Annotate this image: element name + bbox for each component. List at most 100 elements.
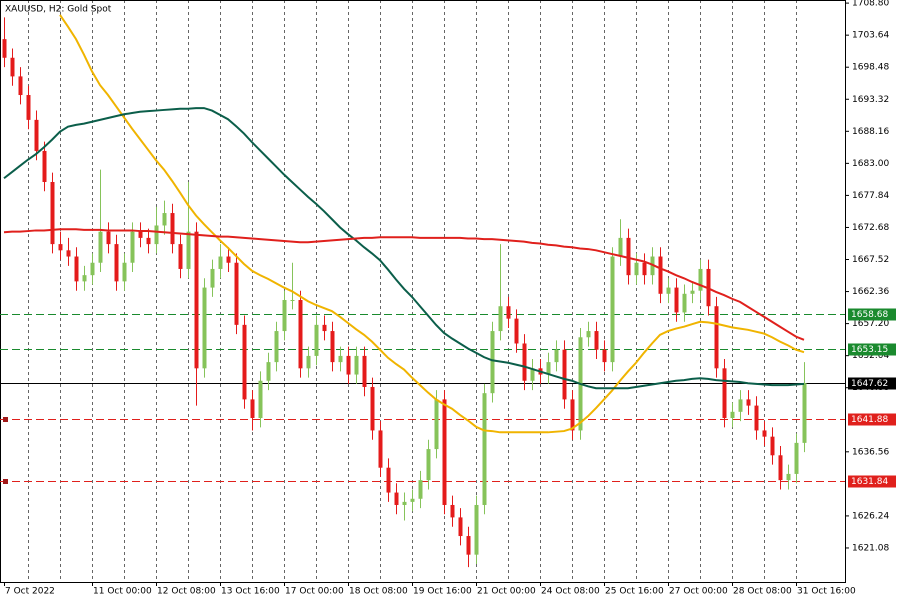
- candle-body: [66, 250, 71, 257]
- candle-body: [362, 355, 367, 387]
- ma-line: [3, 107, 805, 390]
- candle-body: [442, 399, 447, 505]
- candle-body: [226, 256, 231, 263]
- candle-body: [714, 306, 719, 369]
- x-tick-label: 27 Oct 00:00: [669, 587, 728, 597]
- candle-body: [274, 331, 279, 363]
- level-label-box: [848, 377, 896, 390]
- level-label-box: [848, 343, 896, 356]
- y-tick-label: 1703.64: [852, 31, 889, 41]
- candle-body: [794, 442, 799, 474]
- candle-body: [314, 324, 319, 356]
- candle-body: [506, 306, 511, 319]
- x-tick-label: 21 Oct 00:00: [477, 587, 536, 597]
- candle-body: [730, 411, 735, 419]
- candle-body: [522, 343, 527, 381]
- candle-body: [186, 231, 191, 269]
- candle-body: [386, 467, 391, 493]
- candle-body: [658, 256, 663, 294]
- candle-body: [626, 237, 631, 276]
- candle-body: [354, 355, 359, 375]
- candle-body: [466, 536, 471, 555]
- candle-body: [402, 501, 407, 505]
- candle-body: [10, 57, 15, 77]
- y-tick-label: 1657.20: [852, 319, 889, 329]
- candle-body: [602, 349, 607, 363]
- y-tick-label: 1667.52: [852, 255, 889, 265]
- candle-body: [786, 473, 791, 481]
- candle-body: [762, 430, 767, 437]
- candle-body: [242, 324, 247, 400]
- candle-body: [674, 287, 679, 313]
- x-tick-label: 13 Oct 16:00: [221, 587, 280, 597]
- y-tick-label: 1626.24: [852, 511, 889, 521]
- level-marker: [3, 417, 8, 422]
- y-tick-label: 1688.16: [852, 127, 889, 137]
- candle-body: [58, 244, 63, 251]
- y-tick-label: 1698.48: [852, 63, 889, 73]
- candle-body: [514, 318, 519, 344]
- candle-body: [410, 498, 415, 502]
- candle-body: [138, 231, 143, 238]
- candle-body: [642, 262, 647, 276]
- candle-body: [338, 355, 343, 363]
- y-tick-label: 1677.84: [852, 191, 889, 201]
- candle-body: [26, 95, 31, 120]
- x-tick-label: 25 Oct 16:00: [605, 587, 664, 597]
- candle-body: [154, 225, 159, 245]
- candle-body: [290, 300, 295, 302]
- candle-body: [746, 399, 751, 406]
- level-label-box: [848, 413, 896, 426]
- candle-body: [250, 399, 255, 419]
- y-tick-label: 1636.56: [852, 447, 889, 457]
- candle-body: [594, 331, 599, 350]
- candle-body: [554, 349, 559, 363]
- candle-body: [74, 256, 79, 282]
- y-tick-label: 1621.08: [852, 543, 889, 553]
- candle-body: [418, 480, 423, 499]
- candle-body: [530, 368, 535, 381]
- candle-body: [82, 275, 87, 282]
- y-tick-label: 1708.80: [852, 0, 889, 9]
- candle-body: [2, 39, 7, 58]
- candle-body: [618, 237, 623, 257]
- candle-body: [570, 399, 575, 431]
- candle-body: [202, 287, 207, 369]
- x-tick-label: 17 Oct 00:00: [285, 587, 344, 597]
- x-tick-label: 31 Oct 16:00: [797, 587, 856, 597]
- x-tick-label: 18 Oct 08:00: [349, 587, 408, 597]
- x-tick-label: 11 Oct 00:00: [93, 587, 152, 597]
- candle-body: [218, 256, 223, 269]
- candle-body: [610, 256, 615, 363]
- candle-body: [450, 504, 455, 518]
- candle-body: [754, 405, 759, 431]
- candle-body: [698, 268, 703, 291]
- x-tick-label: 19 Oct 16:00: [413, 587, 472, 597]
- chart-title: XAUUSD, H2: Gold Spot: [5, 5, 112, 15]
- candle-body: [434, 399, 439, 450]
- candle-body: [346, 355, 351, 375]
- candle-body: [474, 504, 479, 555]
- candle-body: [370, 386, 375, 431]
- candle-body: [306, 355, 311, 369]
- candle-body: [330, 331, 335, 363]
- level-label: 1631.84: [851, 477, 888, 487]
- x-tick-label: 12 Oct 08:00: [157, 587, 216, 597]
- candle-body: [42, 150, 47, 182]
- y-tick-label: 1672.68: [852, 223, 889, 233]
- candle-body: [114, 244, 119, 282]
- candle-body: [146, 237, 151, 245]
- candle-body: [18, 76, 23, 96]
- level-label-box: [848, 308, 896, 321]
- candle-body: [586, 331, 591, 338]
- candle-body: [130, 231, 135, 263]
- y-tick-label: 1652.04: [852, 351, 889, 361]
- ma-line: [59, 14, 805, 434]
- candle-body: [98, 231, 103, 263]
- level-marker: [3, 479, 8, 484]
- candle-body: [634, 262, 639, 276]
- candle-body: [426, 449, 431, 481]
- candle-body: [90, 262, 95, 276]
- candle-body: [490, 331, 495, 394]
